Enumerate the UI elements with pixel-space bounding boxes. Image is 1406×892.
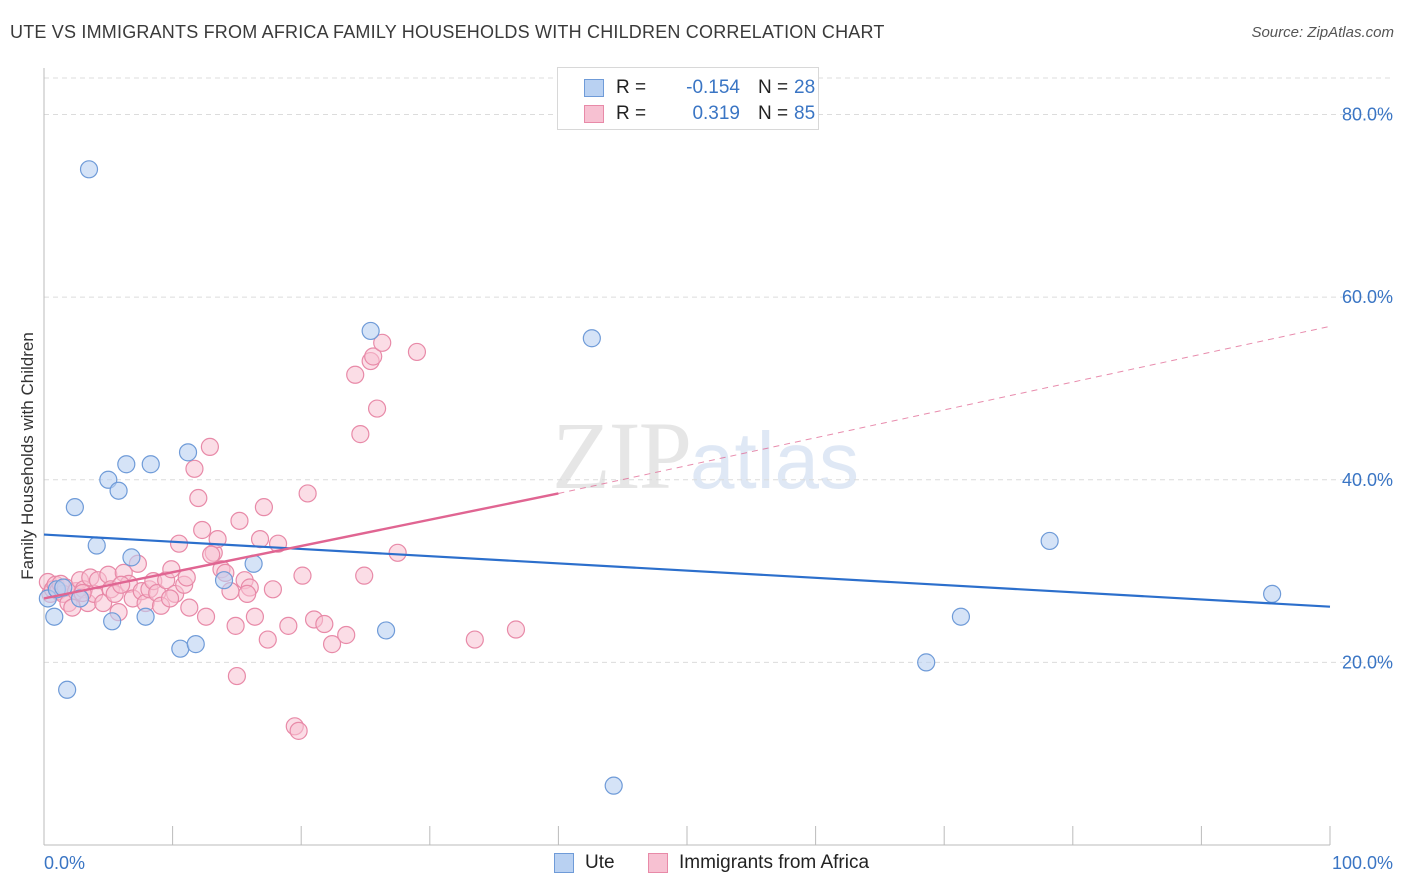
watermark-zip: ZIP [552,402,692,509]
y-tick-label: 20.0% [1342,652,1393,672]
africa-point [185,459,204,478]
africa-point [202,545,221,564]
chart-title: UTE VS IMMIGRANTS FROM AFRICA FAMILY HOU… [10,22,885,42]
y-tick-label: 60.0% [1342,287,1393,307]
africa-point [230,511,249,530]
africa-point [289,721,308,740]
legend: R = -0.154 N = 28 R = 0.319 N = 85 [557,67,819,130]
y-tick-label: 80.0% [1342,105,1393,125]
africa-trend-line [43,492,559,600]
ute-point [361,321,380,341]
ute-point [1040,531,1059,551]
ute-point [1263,584,1282,603]
ute-point [376,621,396,640]
africa-point [355,566,374,585]
y-tick-label: 40.0% [1342,470,1393,490]
ute-point [45,607,64,626]
watermark: ZIPatlas [552,400,859,511]
legend-r-value: -0.154 [686,77,740,98]
africa-point [227,666,246,686]
africa-point [367,399,387,418]
africa-point [322,635,342,654]
africa-point [238,584,257,603]
ute-point [117,455,136,474]
ute-point [141,455,160,474]
legend-swatch-ute [584,79,604,97]
africa-point [200,437,219,456]
y-axis-label: Family Households with Children [18,332,37,580]
africa-point [196,607,216,626]
africa-point [351,425,370,444]
bottom-swatch-africa [648,853,668,873]
africa-point [226,616,245,635]
x-tick-label: 0.0% [44,853,85,873]
legend-n-value: 85 [794,103,816,124]
africa-point [388,543,407,562]
africa-point [254,498,274,517]
africa-point [193,520,212,540]
africa-point [364,347,383,366]
ute-point [186,635,205,654]
watermark-atlas: atlas [690,416,859,505]
ute-point [136,607,155,626]
africa-point [465,630,484,649]
legend-r-label: R = [616,77,647,98]
africa-point [298,484,317,503]
ute-point [54,578,73,597]
africa-point [373,333,392,352]
africa-point [258,630,277,649]
ute-point [917,653,936,672]
africa-point [279,616,298,635]
africa-trend-extension [558,325,1331,494]
ute-point [65,498,84,517]
bottom-legend-label: Immigrants from Africa [679,852,870,873]
africa-point [250,530,270,549]
africa-point [189,488,208,508]
africa-point [180,598,199,617]
ute-point [604,776,623,795]
ute-point [58,680,77,699]
legend-n-value: 28 [794,77,816,98]
legend-n-label: N = [758,103,789,124]
legend-n-label: N = [758,77,789,98]
africa-point [407,342,427,362]
ute-point [79,160,99,179]
legend-swatch-africa [584,105,604,123]
x-tick-label: 100.0% [1332,853,1393,873]
africa-point [162,560,181,579]
africa-point [169,534,189,553]
ute-point [103,612,122,631]
africa-point [337,625,356,645]
africa-point [346,365,365,384]
ute-point [109,481,128,500]
africa-point [506,620,526,639]
bottom-legend-label: Ute [585,852,615,873]
ute-point [951,607,971,626]
ute-point [214,571,234,590]
ute-point [171,639,190,658]
africa-point [293,566,312,585]
ute-point [122,548,141,567]
africa-point [315,614,334,634]
legend-r-value: 0.319 [692,103,740,124]
ute-point [582,329,601,348]
ute-point [87,536,106,555]
africa-point [160,589,180,608]
ute-trend-line [43,533,1331,608]
ute-point [178,443,198,462]
source-label: Source: ZipAtlas.com [1251,24,1394,41]
africa-point [245,607,265,626]
legend-r-label: R = [616,103,647,124]
bottom-swatch-ute [554,853,574,873]
africa-point [263,580,283,599]
